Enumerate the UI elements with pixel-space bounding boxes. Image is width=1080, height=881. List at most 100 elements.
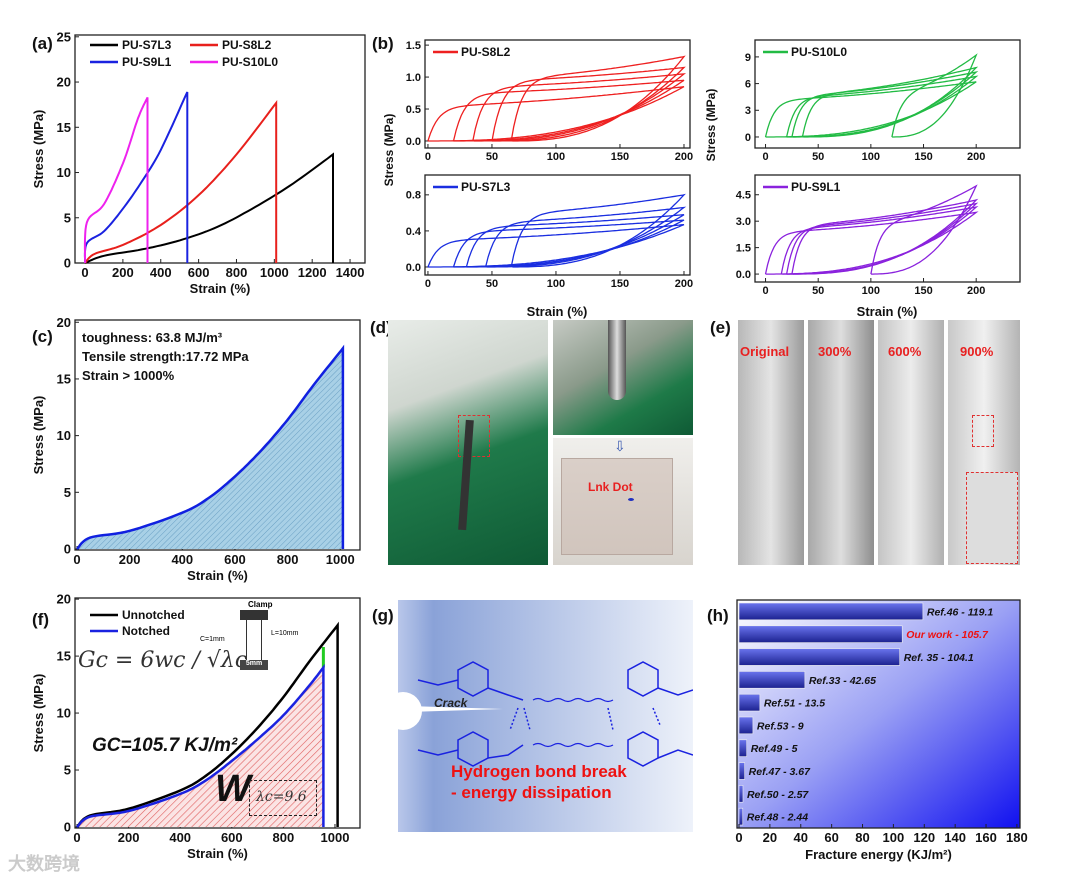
panel-label-a: (a) [32,34,53,53]
bar-label: Ref.50 - 2.57 [747,789,809,801]
legend-label: PU-S9L1 [791,180,841,194]
bar-label: Ref.49 - 5 [751,743,798,755]
x-axis-label: Strain (%) [187,846,248,861]
bar [738,693,761,712]
caption-line-1: Hydrogen bond break [451,762,627,781]
x-tick-label: 600 [188,265,210,280]
x-tick-label: 200 [675,151,693,163]
w-label: W [215,768,251,810]
series-line-pu-s9l1 [83,91,189,264]
bar [738,807,744,826]
crack-label: Crack [434,696,468,710]
x-tick-label: 100 [862,285,880,297]
annotation-text: toughness: 63.8 MJ/m³ [82,330,223,345]
legend-label: PU-S9L1 [122,55,172,69]
x-axis-label: Strain (%) [857,304,918,319]
x-tick-label: 1000 [326,552,355,567]
legend-label: Notched [122,624,170,638]
bar [738,602,924,621]
plot-frame [424,174,691,276]
molecule-structure [417,661,693,767]
x-tick-label: 600 [221,830,243,845]
y-tick-label: 20 [57,75,71,90]
x-tick-label: 20 [763,830,777,845]
y-tick-label: 0.4 [406,226,422,238]
x-tick-label: 0 [73,830,80,845]
crack-line [408,706,503,712]
bar [738,648,901,666]
cycle-loop [427,223,685,268]
gc-value: GC=105.7 KJ/m² [92,735,238,756]
clamp-label: Clamp [248,600,273,609]
cycle-loop [452,79,685,142]
panel-label-f: (f) [32,610,49,629]
bar [738,625,903,643]
cycle-loop [510,55,686,142]
y-axis-label: Stress (MPa) [31,674,46,753]
y-tick-label: 0 [64,256,71,271]
bar [738,785,744,803]
length-label: L=10mm [271,630,299,637]
series-line-pu-s10l0 [83,97,149,264]
y-tick-label: 9 [745,52,751,64]
legend-label: PU-S10L0 [222,55,278,69]
y-axis-label: Stress (MPa) [31,396,46,475]
legend-label: PU-S8L2 [461,45,511,59]
bar [738,739,748,757]
x-tick-label: 0 [762,285,768,297]
zoom-region-box [972,415,994,447]
clamp-top [240,610,268,620]
stretch-label-600: 600% [888,344,922,359]
caption-line-2: - energy dissipation [451,783,612,802]
bar-label: Ref.53 - 9 [757,720,804,732]
x-axis-label: Fracture energy (KJ/m²) [805,847,952,862]
ink-dot-label: Lnk Dot [588,480,633,494]
zoom-region-box [458,415,490,457]
plot-frame [736,599,1021,829]
y-tick-label: 15 [57,371,71,386]
area-fill [77,348,343,549]
bar [738,762,745,780]
annotation-text: Tensile strength:17.72 MPa [82,349,249,364]
series-line-pu-s7l3 [84,152,334,264]
plot-frame [754,174,1021,283]
annotation-text: Strain > 1000% [82,368,175,383]
y-tick-label: 10 [57,706,71,721]
x-tick-label: 100 [547,278,565,290]
panel-label-e: (e) [710,318,731,337]
bar-label: Ref. 35 - 104.1 [904,652,974,664]
bar-label: Ref.46 - 119.1 [927,606,994,618]
cycle-loop [870,184,978,275]
x-tick-label: 100 [547,151,565,163]
x-tick-label: 200 [118,830,140,845]
y-tick-label: 4.5 [736,190,751,202]
x-tick-label: 50 [812,151,824,163]
legend-label: PU-S10L0 [791,45,847,59]
x-tick-label: 150 [914,285,932,297]
watermark: 大数跨境 [8,854,80,875]
y-axis-label: Stress (MPa) [382,114,396,187]
y-tick-label: 0.0 [406,262,421,274]
series-line-unnotched [76,621,339,828]
photo-stretch-300: 300% [808,320,874,565]
plot-frame [74,34,366,264]
fracture-formula: Gc = 6wc / √λc [78,648,248,673]
y-tick-label: 20 [57,592,71,607]
bar-label: Our work - 105.7 [906,629,989,641]
plot-frame [754,39,1021,149]
lambda-label: λc=9.6 [256,789,307,805]
cycle-loop [427,86,685,142]
x-tick-label: 800 [226,265,248,280]
y-tick-label: 5 [64,210,71,225]
lambda-box: λc=9.6 [249,780,317,816]
bar [738,716,754,735]
x-tick-label: 0 [425,278,431,290]
y-tick-label: 10 [57,165,71,180]
series-line-pu-s8l2 [84,99,278,264]
series-line [76,344,345,550]
y-tick-label: 0 [64,820,71,835]
legend-label: PU-S8L2 [222,38,272,52]
film-sample [561,458,673,555]
y-tick-label: 3 [745,105,751,117]
